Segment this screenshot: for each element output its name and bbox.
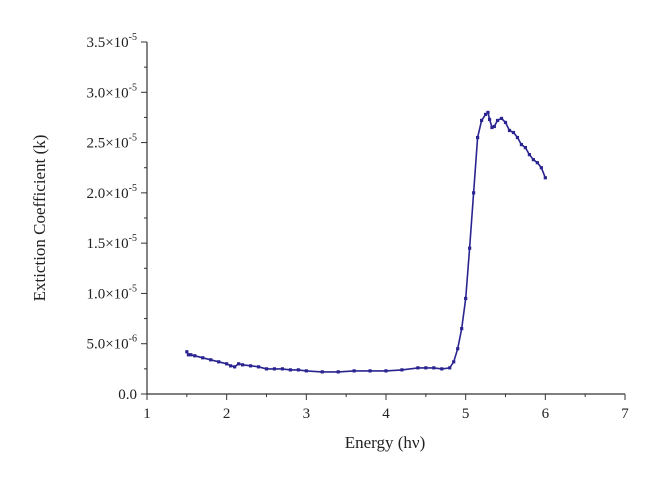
x-tick-label: 2 xyxy=(223,406,231,422)
y-tick-label: 2.0×10-5 xyxy=(86,183,137,202)
y-tick-label: 3.0×10-5 xyxy=(86,82,137,101)
series-line xyxy=(186,110,547,373)
data-point xyxy=(186,353,191,357)
y-tick-label: 1.5×10-5 xyxy=(86,233,137,252)
data-point xyxy=(476,135,480,140)
data-point xyxy=(217,360,221,364)
data-point xyxy=(233,365,237,369)
axes xyxy=(146,42,625,395)
data-point xyxy=(336,370,340,374)
data-point xyxy=(440,367,444,371)
x-tick-label: 3 xyxy=(303,406,311,422)
data-point xyxy=(264,367,269,371)
y-tick-label: 2.5×10-5 xyxy=(86,133,137,152)
data-point xyxy=(185,350,189,354)
y-tick-label: 5.0×10-6 xyxy=(86,334,137,353)
x-tick-label: 4 xyxy=(382,406,390,422)
data-point xyxy=(486,110,490,114)
data-point xyxy=(464,296,468,301)
data-point xyxy=(483,112,488,117)
data-point xyxy=(432,366,436,370)
x-tick-label: 7 xyxy=(621,406,629,422)
data-point xyxy=(448,366,452,370)
x-tick-label: 5 xyxy=(462,406,470,422)
data-point xyxy=(523,146,528,150)
data-point xyxy=(320,370,324,374)
data-point xyxy=(424,366,428,370)
y-tick-label: 3.5×10-5 xyxy=(86,32,137,51)
data-point xyxy=(229,364,233,368)
data-point xyxy=(416,366,420,370)
data-point xyxy=(468,246,472,250)
data-point xyxy=(539,166,543,170)
data-point xyxy=(452,360,456,364)
x-tick-label: 1 xyxy=(143,406,151,422)
ticks: 1 2 3 4 5 6 7 0.0 5.0×10-6 1.0×10-5 1.5×10-5 2.0×10… xyxy=(86,32,629,422)
data-point xyxy=(288,368,292,372)
data-point xyxy=(456,347,460,351)
y-tick-label: 1.0×10-5 xyxy=(86,283,137,302)
y-axis-title: Extiction Coefficient (k) xyxy=(30,135,49,302)
data-point xyxy=(209,358,213,362)
x-axis-title: Energy (hν) xyxy=(345,433,426,452)
data-point xyxy=(248,364,253,368)
data-point xyxy=(193,354,197,358)
data-point xyxy=(272,367,277,371)
data-point xyxy=(499,116,504,121)
data-point xyxy=(543,176,547,180)
data-point xyxy=(472,191,476,195)
data-point xyxy=(503,120,508,125)
data-point xyxy=(225,362,229,366)
data-point xyxy=(487,117,492,122)
data-point xyxy=(296,368,300,372)
data-point xyxy=(352,369,356,373)
data-point xyxy=(519,142,524,147)
data-point xyxy=(460,327,464,331)
data-point xyxy=(368,369,372,373)
data-point xyxy=(527,153,531,157)
data-point xyxy=(384,369,388,373)
data-point xyxy=(535,161,539,165)
data-point xyxy=(531,158,535,162)
data-point xyxy=(241,363,245,367)
data-point xyxy=(201,356,205,360)
series-layer xyxy=(185,110,547,374)
data-point xyxy=(507,128,512,133)
data-point xyxy=(490,125,494,130)
data-point xyxy=(189,353,193,357)
data-point xyxy=(304,369,308,373)
y-tick-label: 0.0 xyxy=(118,387,137,403)
data-point xyxy=(495,118,500,123)
data-point xyxy=(511,130,516,135)
x-tick-label: 6 xyxy=(542,406,550,422)
data-point xyxy=(492,124,496,129)
data-point xyxy=(280,367,285,371)
data-point xyxy=(256,365,261,369)
data-point xyxy=(400,368,404,372)
data-point xyxy=(237,362,241,366)
data-point xyxy=(515,135,520,140)
data-point xyxy=(480,118,484,123)
